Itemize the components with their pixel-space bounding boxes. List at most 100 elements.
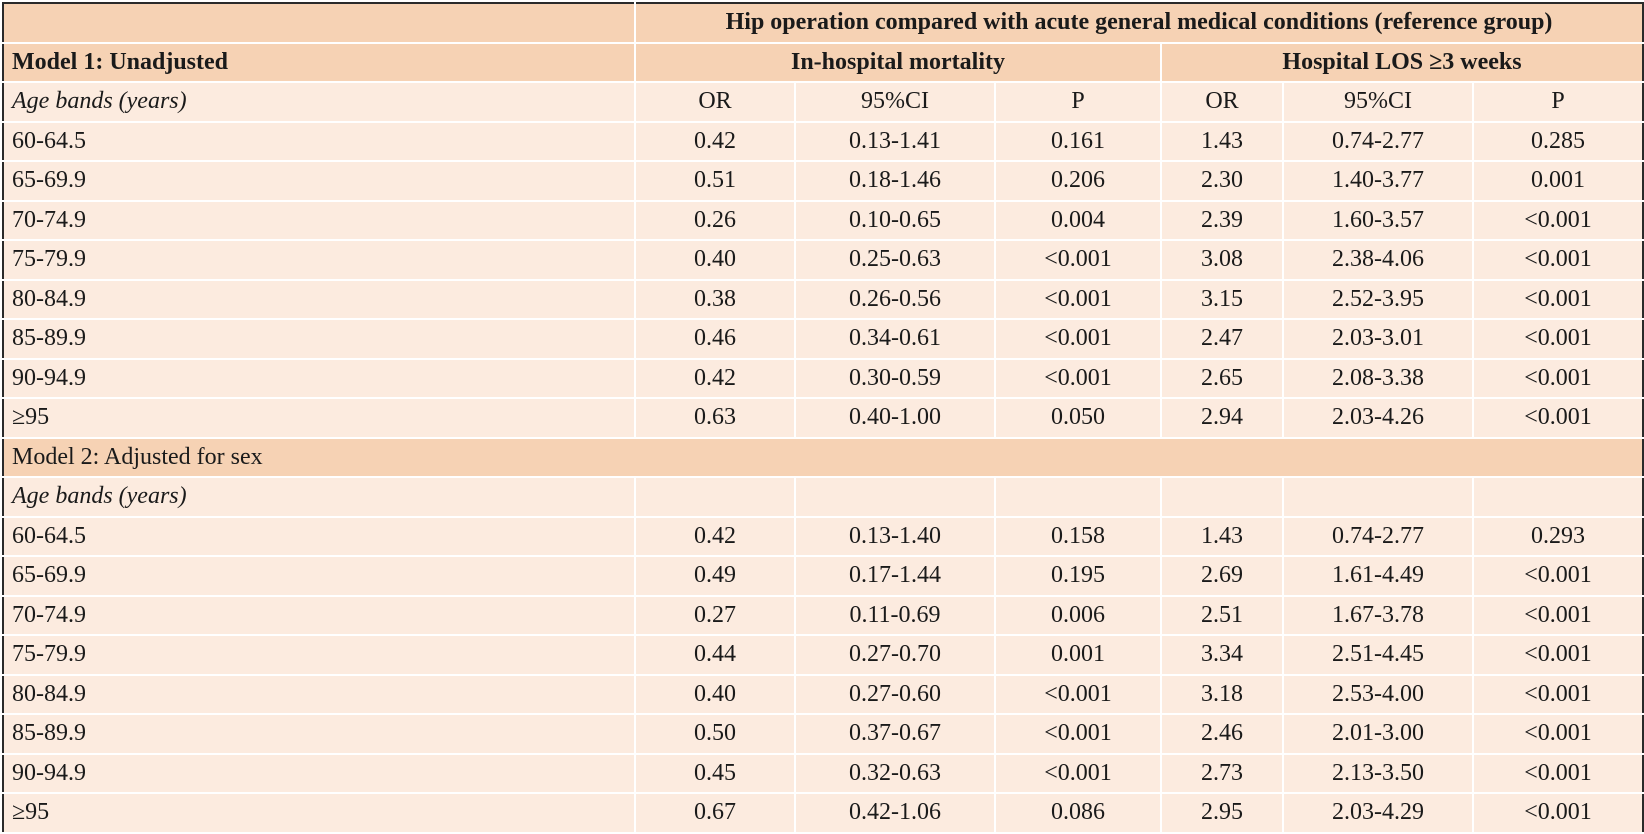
ci-cell: 2.01-3.00	[1283, 714, 1474, 755]
ci-cell: 2.03-3.01	[1283, 319, 1474, 360]
or-cell: 0.40	[635, 240, 796, 281]
or-cell: 2.73	[1161, 753, 1284, 794]
ci-cell: 0.74-2.77	[1283, 516, 1474, 557]
or-cell: 2.95	[1161, 793, 1284, 834]
ci-cell: 2.53-4.00	[1283, 674, 1474, 715]
col-or: OR	[1161, 82, 1284, 123]
ci-cell: 2.38-4.06	[1283, 240, 1474, 281]
p-cell: <0.001	[1473, 358, 1644, 399]
or-cell: 2.94	[1161, 398, 1284, 439]
or-cell: 0.40	[635, 674, 796, 715]
or-cell: 0.51	[635, 161, 796, 202]
p-cell: <0.001	[1473, 279, 1644, 320]
p-cell: <0.001	[1473, 793, 1644, 834]
table-row: 90-94.9 0.45 0.32-0.63 <0.001 2.73 2.13-3.50 <…	[3, 753, 1644, 794]
age-band-cell: 70-74.9	[3, 200, 636, 241]
empty-cell	[995, 477, 1162, 518]
ci-cell: 0.34-0.61	[795, 319, 996, 360]
table-row: 70-74.9 0.26 0.10-0.65 0.004 2.39 1.60-3.57 <0…	[3, 200, 1644, 241]
age-band-cell: 65-69.9	[3, 556, 636, 597]
or-cell: 2.46	[1161, 714, 1284, 755]
ci-cell: 1.61-4.49	[1283, 556, 1474, 597]
table-row: 85-89.9 0.50 0.37-0.67 <0.001 2.46 2.01-3.00 <…	[3, 714, 1644, 755]
ci-cell: 0.27-0.70	[795, 635, 996, 676]
model2-header-row: Model 2: Adjusted for sex	[3, 437, 1644, 478]
p-cell: <0.001	[1473, 240, 1644, 281]
table-row: ≥95 0.67 0.42-1.06 0.086 2.95 2.03-4.29 <0.001	[3, 793, 1644, 834]
p-cell: 0.050	[995, 398, 1162, 439]
col-p: P	[995, 82, 1162, 123]
p-cell: <0.001	[1473, 595, 1644, 636]
p-cell: 0.158	[995, 516, 1162, 557]
ci-cell: 0.13-1.41	[795, 121, 996, 162]
age-band-cell: ≥95	[3, 793, 636, 834]
ci-cell: 0.13-1.40	[795, 516, 996, 557]
table-row: 65-69.9 0.49 0.17-1.44 0.195 2.69 1.61-4.49 <0…	[3, 556, 1644, 597]
age-band-cell: 85-89.9	[3, 714, 636, 755]
p-cell: <0.001	[995, 358, 1162, 399]
or-cell: 2.30	[1161, 161, 1284, 202]
table-title-row: Hip operation compared with acute genera…	[3, 3, 1644, 44]
ci-cell: 2.03-4.26	[1283, 398, 1474, 439]
table-row: 60-64.5 0.42 0.13-1.41 0.161 1.43 0.74-2.77 0.…	[3, 121, 1644, 162]
ci-cell: 1.67-3.78	[1283, 595, 1474, 636]
or-cell: 0.50	[635, 714, 796, 755]
or-cell: 0.63	[635, 398, 796, 439]
p-cell: <0.001	[1473, 753, 1644, 794]
table-row: 75-79.9 0.44 0.27-0.70 0.001 3.34 2.51-4.45 <0…	[3, 635, 1644, 676]
p-cell: 0.293	[1473, 516, 1644, 557]
empty-cell	[1473, 477, 1644, 518]
ci-cell: 1.40-3.77	[1283, 161, 1474, 202]
age-bands-label: Age bands (years)	[3, 477, 636, 518]
or-cell: 0.42	[635, 358, 796, 399]
p-cell: 0.001	[995, 635, 1162, 676]
ci-cell: 1.60-3.57	[1283, 200, 1474, 241]
p-cell: <0.001	[1473, 556, 1644, 597]
col-p: P	[1473, 82, 1644, 123]
p-cell: 0.006	[995, 595, 1162, 636]
table-row: ≥95 0.63 0.40-1.00 0.050 2.94 2.03-4.26 <0.001	[3, 398, 1644, 439]
age-band-cell: 80-84.9	[3, 279, 636, 320]
empty-cell	[1283, 477, 1474, 518]
column-header-row: Age bands (years) OR 95%CI P OR 95%CI P	[3, 82, 1644, 123]
or-cell: 0.49	[635, 556, 796, 597]
or-cell: 3.18	[1161, 674, 1284, 715]
p-cell: <0.001	[1473, 398, 1644, 439]
or-cell: 0.26	[635, 200, 796, 241]
model2-label: Model 2: Adjusted for sex	[3, 437, 1644, 478]
age-band-cell: 65-69.9	[3, 161, 636, 202]
ci-cell: 2.13-3.50	[1283, 753, 1474, 794]
group-header-los: Hospital LOS ≥3 weeks	[1161, 42, 1644, 83]
ci-cell: 0.11-0.69	[795, 595, 996, 636]
p-cell: <0.001	[995, 753, 1162, 794]
or-cell: 2.47	[1161, 319, 1284, 360]
age-band-cell: 85-89.9	[3, 319, 636, 360]
p-cell: 0.195	[995, 556, 1162, 597]
ci-cell: 0.37-0.67	[795, 714, 996, 755]
group-header-row: Model 1: Unadjusted In-hospital mortalit…	[3, 42, 1644, 83]
p-cell: <0.001	[995, 674, 1162, 715]
or-cell: 0.27	[635, 595, 796, 636]
ci-cell: 0.30-0.59	[795, 358, 996, 399]
or-cell: 2.65	[1161, 358, 1284, 399]
model1-rows: 60-64.5 0.42 0.13-1.41 0.161 1.43 0.74-2.77 0.…	[3, 121, 1644, 439]
col-ci: 95%CI	[1283, 82, 1474, 123]
ci-cell: 0.18-1.46	[795, 161, 996, 202]
model2-rows: 60-64.5 0.42 0.13-1.40 0.158 1.43 0.74-2.77 0.…	[3, 516, 1644, 834]
or-cell: 0.38	[635, 279, 796, 320]
p-cell: 0.206	[995, 161, 1162, 202]
ci-cell: 0.42-1.06	[795, 793, 996, 834]
or-cell: 0.67	[635, 793, 796, 834]
p-cell: 0.004	[995, 200, 1162, 241]
age-band-cell: 75-79.9	[3, 635, 636, 676]
table-row: 70-74.9 0.27 0.11-0.69 0.006 2.51 1.67-3.78 <0…	[3, 595, 1644, 636]
ci-cell: 2.08-3.38	[1283, 358, 1474, 399]
table-row: 90-94.9 0.42 0.30-0.59 <0.001 2.65 2.08-3.38 <…	[3, 358, 1644, 399]
model2-age-row: Age bands (years)	[3, 477, 1644, 518]
or-cell: 1.43	[1161, 121, 1284, 162]
p-cell: <0.001	[1473, 635, 1644, 676]
age-band-cell: 70-74.9	[3, 595, 636, 636]
table-title: Hip operation compared with acute genera…	[635, 3, 1644, 44]
age-band-cell: 90-94.9	[3, 358, 636, 399]
